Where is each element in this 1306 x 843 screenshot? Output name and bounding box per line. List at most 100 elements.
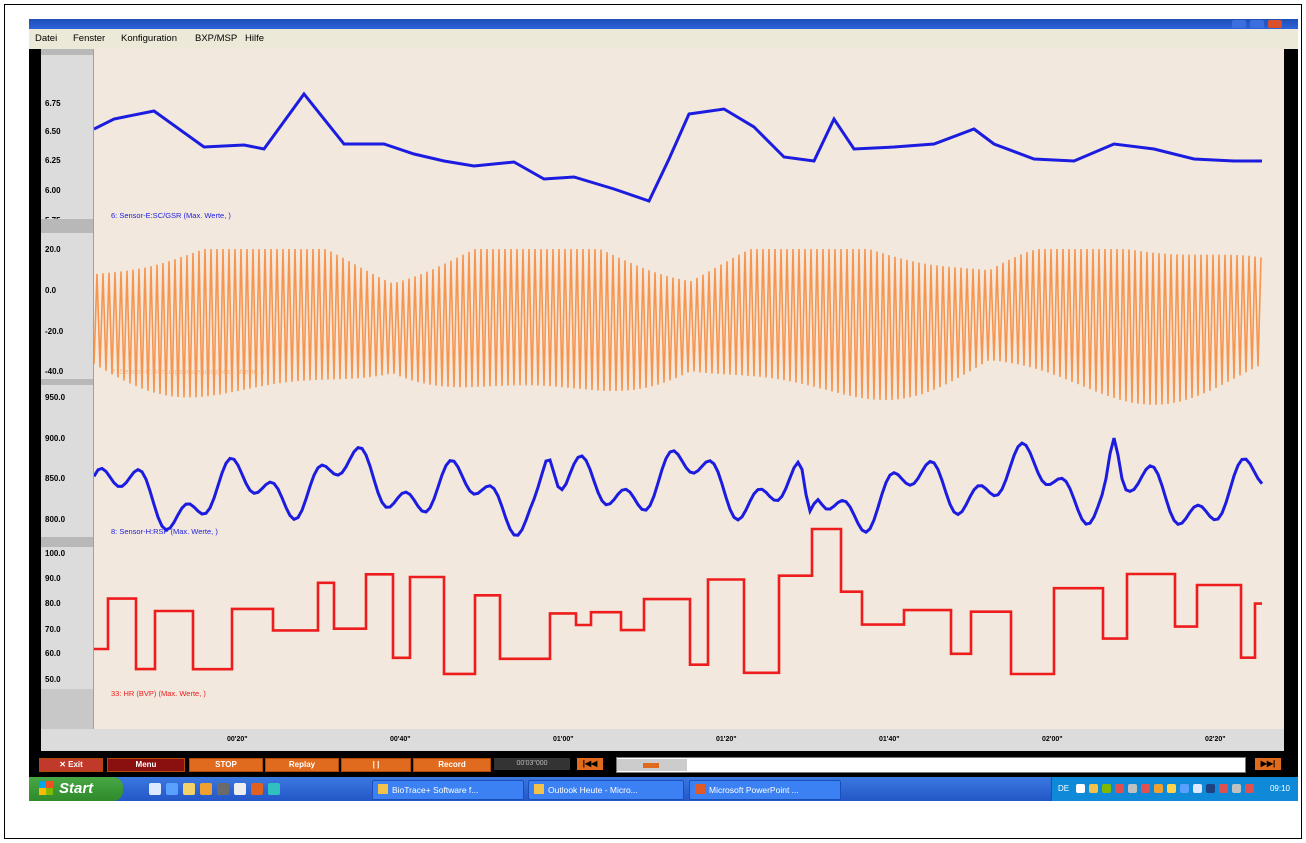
channel-separator[interactable] [41,219,93,233]
y-axis-panel: 6.75 6.50 6.25 6.00 5.75 20.0 0.0 -20.0 … [41,49,94,729]
minimize-icon[interactable] [1232,20,1246,28]
time-label: 02'20" [1205,736,1226,743]
folder-icon[interactable] [183,783,195,795]
taskbar-item-biotrace[interactable]: BioTrace+ Software f... [372,780,524,800]
language-indicator[interactable]: DE [1058,784,1070,793]
windows-logo-icon [39,781,53,795]
axis-footer [41,689,93,729]
channel-label-hr: 33: HR (BVP) (Max. Werte, ) [111,689,206,698]
gsr-trace [94,91,1262,203]
stop-button[interactable]: STOP [189,758,263,772]
biotrace-window: Datei Fenster Konfiguration BXP/MSP Hilf… [29,19,1298,801]
close-icon: ✕ [59,760,69,769]
app-icon[interactable] [234,783,246,795]
taskbar-item-outlook[interactable]: Outlook Heute - Micro... [528,780,684,800]
time-label: 01'40" [879,736,900,743]
close-icon[interactable] [1268,20,1282,28]
tick: -40.0 [45,367,64,376]
tick: 20.0 [45,245,61,254]
maximize-icon[interactable] [1250,20,1264,28]
app-icon[interactable] [217,783,229,795]
time-label: 00'40" [390,736,411,743]
thumb-grip [643,763,659,768]
hr-trace [94,527,1262,676]
menu-label: Menu [135,760,157,769]
tick: 6.75 [45,99,61,108]
tick: 800.0 [45,515,66,524]
rsp-trace [94,437,1264,537]
tick: 6.00 [45,186,61,195]
tray-icon[interactable] [1193,784,1202,793]
outlook-icon [534,784,544,794]
start-label: Start [59,780,94,797]
tick: 60.0 [45,649,61,658]
tray-icon[interactable] [1245,784,1254,793]
record-button[interactable]: Record [413,758,491,772]
menu-fenster[interactable]: Fenster [73,33,106,44]
time-label: 02'00" [1042,736,1063,743]
tray-icon[interactable] [1128,784,1137,793]
tick: 900.0 [45,434,66,443]
taskbar-item-powerpoint[interactable]: Microsoft PowerPoint ... [689,780,841,800]
menu-bxp-msp[interactable]: BXP/MSP [195,33,238,44]
tick: 80.0 [45,599,61,608]
tray-icon[interactable] [1154,784,1163,793]
timeline-scrollbar[interactable] [616,757,1246,773]
menu-hilfe[interactable]: Hilfe [245,33,265,44]
tray-icon[interactable] [1206,784,1215,793]
menu-datei[interactable]: Datei [35,33,58,44]
tick: 950.0 [45,393,66,402]
menu-bar: Datei Fenster Konfiguration BXP/MSP Hilf… [29,29,1298,49]
app-icon[interactable] [200,783,212,795]
task-label: Outlook Heute - Micro... [548,785,638,795]
channel-label-rsp: 8: Sensor-H:RSP (Max. Werte, ) [111,527,218,536]
elapsed-time: 00'03"000 [494,758,570,770]
tray-icon[interactable] [1219,784,1228,793]
tray-icon[interactable] [1102,784,1111,793]
tray-icon[interactable] [1232,784,1241,793]
menu-konfiguration[interactable]: Konfiguration [121,33,177,44]
time-label: 00'20" [227,736,248,743]
menu-button[interactable]: Menu [107,758,185,772]
tray-icon[interactable] [1167,784,1176,793]
biotrace-icon [378,784,388,794]
channel-label-respiration: 7: Sensor-E:Atmungsbewegung(Max. Werte, … [111,367,265,376]
replay-button[interactable]: Replay [265,758,339,772]
exit-label: Exit [68,760,83,769]
task-label: BioTrace+ Software f... [392,785,479,795]
tick: 0.0 [45,286,57,295]
respiration-trace [94,248,1262,405]
windows-taskbar: Start BioTrace+ Software f... Outlook He… [29,777,1298,801]
firefox-icon[interactable] [251,783,263,795]
channel-separator[interactable] [41,537,93,547]
tray-icon[interactable] [1115,784,1124,793]
app-icon[interactable] [268,783,280,795]
tick: 6.25 [45,156,61,165]
signal-plot-area: 6.75 6.50 6.25 6.00 5.75 20.0 0.0 -20.0 … [41,49,1284,729]
tray-icon[interactable] [1089,784,1098,793]
start-button[interactable]: Start [29,777,123,801]
exit-button[interactable]: ✕ Exit [39,758,103,772]
tick: 90.0 [45,574,61,583]
ie-icon[interactable] [166,783,178,795]
channel-label-gsr: 6: Sensor-E:SC/GSR (Max. Werte, ) [111,211,231,220]
rewind-button[interactable]: |◀◀ [577,758,603,770]
signal-traces [94,91,1264,676]
time-label: 01'00" [553,736,574,743]
channel-separator[interactable] [41,49,93,55]
playback-controls: ✕ Exit Menu STOP Replay | | Record 00'03… [29,753,1298,775]
show-desktop-icon[interactable] [149,783,161,795]
tick: 6.50 [45,127,61,136]
tray-icon[interactable] [1076,784,1085,793]
tray-icon[interactable] [1180,784,1189,793]
tick: 850.0 [45,474,66,483]
pause-button[interactable]: | | [341,758,411,772]
timeline-thumb[interactable] [617,759,687,771]
time-label: 01'20" [716,736,737,743]
tray-icon[interactable] [1141,784,1150,793]
clock: 09:10 [1269,784,1290,793]
title-bar [29,19,1298,29]
channel-separator[interactable] [41,379,93,385]
powerpoint-icon [695,784,705,794]
forward-button[interactable]: ▶▶| [1255,758,1281,770]
